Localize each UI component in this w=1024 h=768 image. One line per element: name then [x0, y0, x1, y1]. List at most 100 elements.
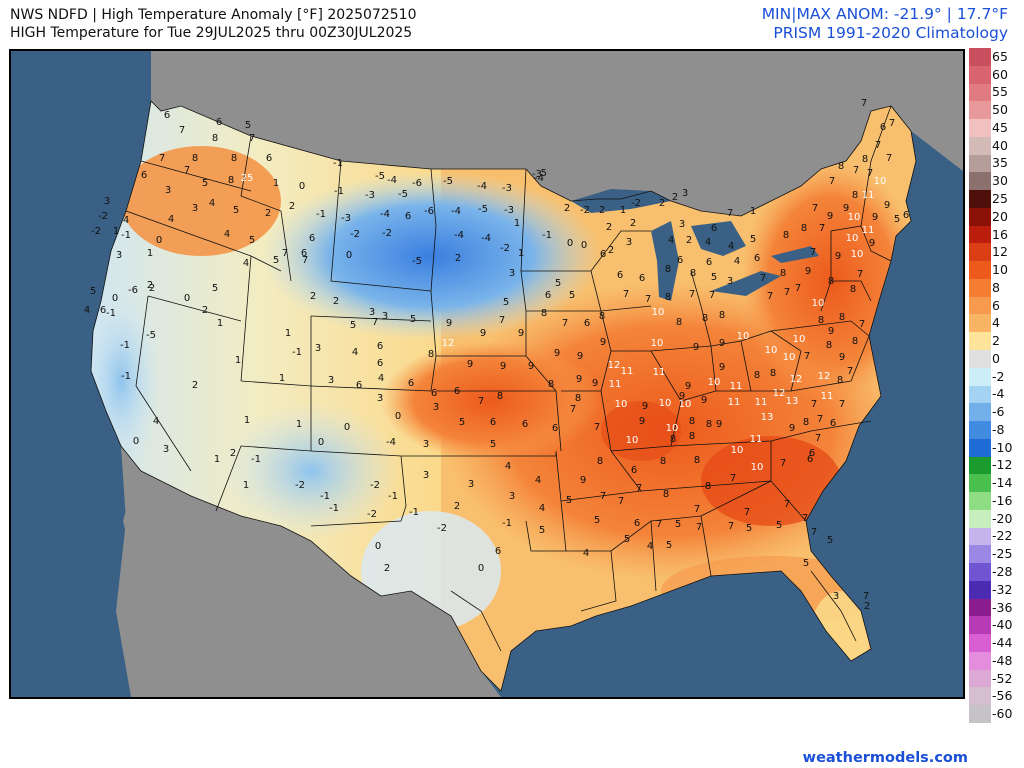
- anomaly-value-label: 9: [528, 361, 534, 372]
- anomaly-value-label: 7: [819, 223, 825, 234]
- anomaly-value-label: -1: [334, 186, 344, 197]
- anomaly-value-label: 7: [562, 318, 568, 329]
- anomaly-value-label: 8: [783, 230, 789, 241]
- anomaly-value-label: 2: [333, 296, 339, 307]
- anomaly-value-label: 6: [677, 255, 683, 266]
- legend-label: -16: [992, 492, 1013, 508]
- anomaly-value-label: 8: [665, 264, 671, 275]
- anomaly-value-label: 8: [828, 276, 834, 287]
- anomaly-value-label: 6: [830, 418, 836, 429]
- anomaly-value-label: 2: [265, 208, 271, 219]
- anomaly-value-label: 5: [249, 235, 255, 246]
- anomaly-value-label: 5: [350, 320, 356, 331]
- legend-swatch: [969, 83, 991, 102]
- anomaly-value-label: 9: [869, 238, 875, 249]
- anomaly-value-label: 6: [880, 122, 886, 133]
- anomaly-value-label: -1: [329, 503, 339, 514]
- anomaly-value-label: 1: [113, 226, 119, 237]
- anomaly-value-label: 2: [289, 201, 295, 212]
- legend-label: -6: [992, 404, 1005, 420]
- anomaly-value-label: 8: [770, 368, 776, 379]
- anomaly-value-label: 3: [382, 311, 388, 322]
- anomaly-value-label: 6: [309, 233, 315, 244]
- anomaly-value-label: -4: [481, 233, 491, 244]
- anomaly-value-label: 5: [675, 519, 681, 530]
- legend-label: -32: [992, 581, 1013, 597]
- anomaly-value-label: 9: [872, 212, 878, 223]
- anomaly-value-label: 1: [620, 205, 626, 216]
- anomaly-value-label: -3: [341, 213, 351, 224]
- anomaly-value-label: 13: [761, 412, 774, 423]
- anomaly-value-label: 9: [719, 338, 725, 349]
- anomaly-value-label: 0: [133, 436, 139, 447]
- anomaly-value-label: 7: [636, 483, 642, 494]
- legend-label: -10: [992, 439, 1013, 455]
- anomaly-value-label: 8: [428, 349, 434, 360]
- anomaly-value-label: 9: [480, 328, 486, 339]
- anomaly-value-label: 9: [642, 401, 648, 412]
- legend-swatch: [969, 243, 991, 262]
- anomaly-value-label: 8: [754, 370, 760, 381]
- anomaly-value-label: -6: [412, 178, 422, 189]
- anomaly-value-label: 7: [656, 519, 662, 530]
- anomaly-value-label: 3: [626, 237, 632, 248]
- anomaly-value-label: -1: [121, 371, 131, 382]
- anomaly-value-label: -1: [409, 507, 419, 518]
- anomaly-value-label: 1: [217, 318, 223, 329]
- legend-swatch: [969, 509, 991, 529]
- anomaly-value-label: 8: [818, 315, 824, 326]
- anomaly-value-label: 8: [803, 417, 809, 428]
- anomaly-value-label: -2: [500, 243, 510, 254]
- anomaly-value-label: 3: [369, 307, 375, 318]
- anomaly-value-label: 11: [621, 366, 634, 377]
- anomaly-value-label: -1: [316, 209, 326, 220]
- anomaly-value-label: 9: [827, 211, 833, 222]
- anomaly-value-label: 8: [548, 379, 554, 390]
- anomaly-value-label: 9: [600, 337, 606, 348]
- legend-swatch: [969, 101, 991, 120]
- anomaly-value-label: 7: [730, 473, 736, 484]
- anomaly-value-label: -4: [477, 181, 487, 192]
- anomaly-value-label: 7: [817, 414, 823, 425]
- anomaly-value-label: 8: [852, 190, 858, 201]
- anomaly-value-label: 2: [630, 218, 636, 229]
- anomaly-map: 6 7 8 6 5 7 6 7 8 8 7 8 5 6 3 4 3 5 25 1 0 -1 -5 -6 -5 -4 -3 -3 -1 -3…: [9, 49, 965, 699]
- anomaly-value-label: 8: [801, 223, 807, 234]
- anomaly-value-label: 10: [751, 462, 764, 473]
- legend-label: -2: [992, 368, 1005, 384]
- anomaly-value-label: -1: [320, 491, 330, 502]
- anomaly-value-label: 10: [851, 249, 864, 260]
- anomaly-value-label: 8: [665, 292, 671, 303]
- anomaly-value-label: 8: [719, 310, 725, 321]
- anomaly-value-label: 1: [244, 415, 250, 426]
- anomaly-value-label: 7: [811, 399, 817, 410]
- anomaly-value-label: 9: [592, 378, 598, 389]
- anomaly-value-label: 3: [328, 375, 334, 386]
- anomaly-value-label: -5: [375, 171, 385, 182]
- credit-link[interactable]: weathermodels.com: [802, 750, 968, 766]
- anomaly-value-label: 6: [431, 388, 437, 399]
- anomaly-value-label: 8: [690, 268, 696, 279]
- anomaly-value-label: 3: [423, 470, 429, 481]
- legend-swatch: [969, 136, 991, 156]
- anomaly-value-label: 0: [346, 250, 352, 261]
- anomaly-value-label: 6: [639, 273, 645, 284]
- legend-swatch: [969, 261, 991, 280]
- anomaly-value-label: 5: [594, 515, 600, 526]
- anomaly-value-label: 1: [279, 373, 285, 384]
- anomaly-value-label: 7: [645, 294, 651, 305]
- header-subtitle: HIGH Temperature for Tue 29JUL2025 thru …: [10, 25, 413, 41]
- anomaly-value-label: 8: [212, 133, 218, 144]
- anomaly-value-label: 3: [104, 196, 110, 207]
- anomaly-value-label: 5: [666, 540, 672, 551]
- anomaly-value-label: 8: [694, 455, 700, 466]
- legend-label: 8: [992, 279, 1000, 295]
- anomaly-value-label: 4: [378, 373, 384, 384]
- anomaly-value-label: 2: [659, 198, 665, 209]
- anomaly-value-label: 0: [184, 293, 190, 304]
- legend-swatch: [969, 545, 991, 564]
- anomaly-value-label: 9: [701, 395, 707, 406]
- legend-swatch: [969, 616, 991, 635]
- anomaly-value-label: 7: [857, 269, 863, 280]
